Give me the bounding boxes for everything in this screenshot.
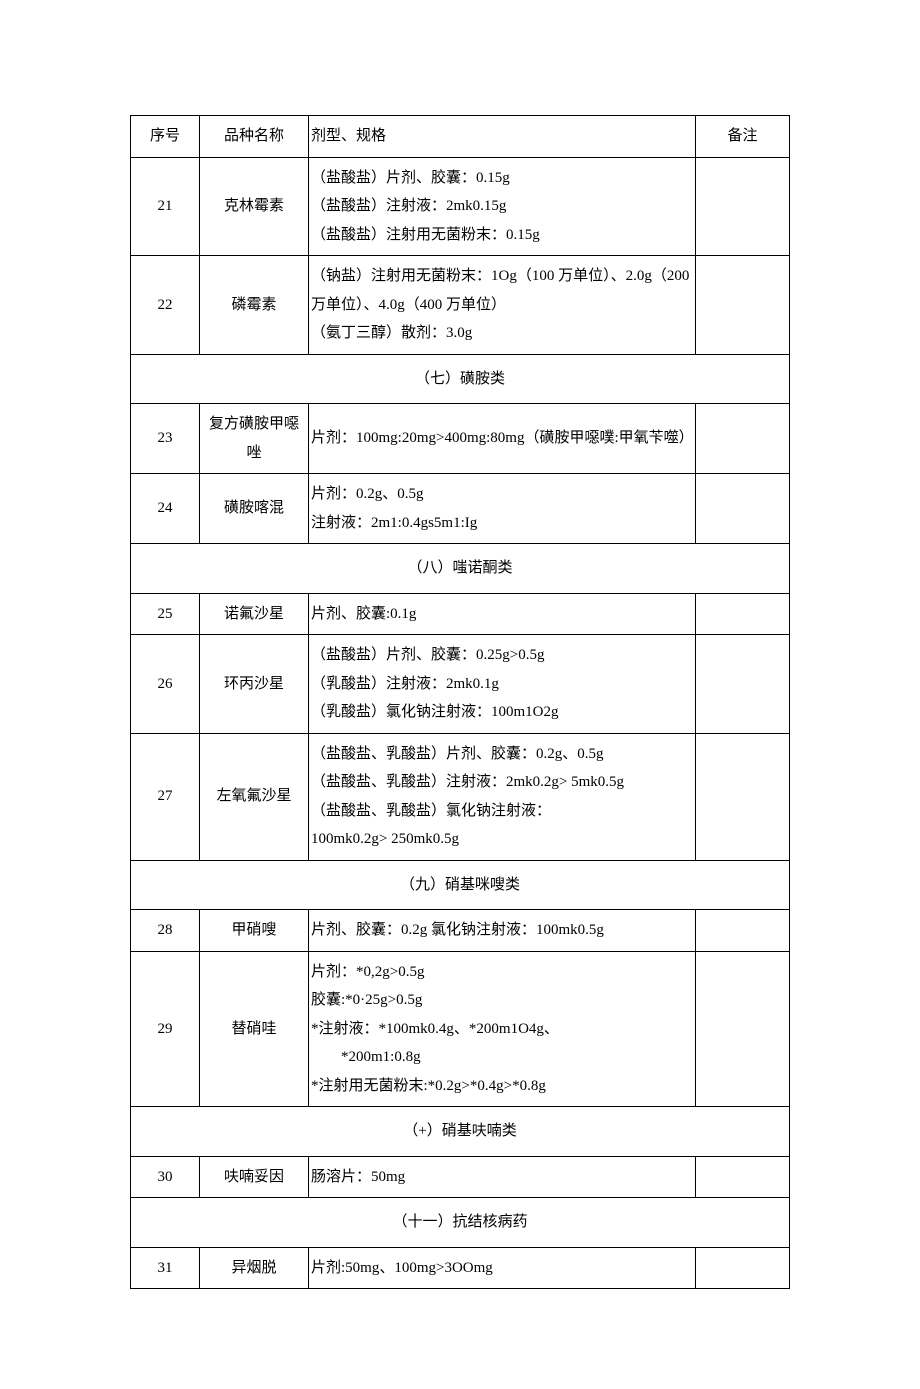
cell-seq: 27 (131, 733, 200, 860)
spec-line: 肠溶片：50mg (311, 1163, 691, 1192)
section-row: （九）硝基咪嗖类 (131, 860, 790, 910)
section-row: （十一）抗结核病药 (131, 1198, 790, 1248)
cell-name: 呋喃妥因 (200, 1156, 309, 1198)
cell-note (696, 157, 790, 256)
spec-line: *200m1:0.8g (311, 1043, 691, 1072)
spec-line: （盐酸盐）片剂、胶囊：0.25g>0.5g (311, 641, 691, 670)
cell-spec: 片剂：100mg:20mg>400mg:80mg（磺胺甲噁噗:甲氧苄噬） (309, 404, 696, 474)
cell-seq: 23 (131, 404, 200, 474)
section-label: （+）硝基呋喃类 (131, 1107, 790, 1157)
table-row: 30呋喃妥因肠溶片：50mg (131, 1156, 790, 1198)
cell-seq: 21 (131, 157, 200, 256)
table-header-row: 序号品种名称剂型、规格备注 (131, 116, 790, 158)
cell-seq: 25 (131, 593, 200, 635)
spec-line: （乳酸盐）注射液：2mk0.1g (311, 670, 691, 699)
section-label: （十一）抗结核病药 (131, 1198, 790, 1248)
header-seq: 序号 (131, 116, 200, 158)
cell-spec: 片剂:50mg、100mg>3OOmg (309, 1247, 696, 1289)
cell-note (696, 1247, 790, 1289)
cell-note (696, 474, 790, 544)
spec-line: 片剂：0.2g、0.5g (311, 480, 691, 509)
section-row: （八）嗤诺酮类 (131, 544, 790, 594)
table-row: 27左氧氟沙星（盐酸盐、乳酸盐）片剂、胶囊：0.2g、0.5g（盐酸盐、乳酸盐）… (131, 733, 790, 860)
table-row: 29替硝哇片剂：*0,2g>0.5g胶囊:*0·25g>0.5g*注射液：*10… (131, 951, 790, 1107)
spec-line: （氨丁三醇）散剂：3.0g (311, 319, 691, 348)
section-row: （七）磺胺类 (131, 354, 790, 404)
table-row: 28甲硝嗖片剂、胶囊：0.2g 氯化钠注射液：100mk0.5g (131, 910, 790, 952)
cell-spec: （盐酸盐、乳酸盐）片剂、胶囊：0.2g、0.5g（盐酸盐、乳酸盐）注射液：2mk… (309, 733, 696, 860)
spec-line: （钠盐）注射用无菌粉末：1Og（100 万单位）、2.0g（200 万单位）、4… (311, 262, 691, 319)
spec-line: （盐酸盐）片剂、胶囊：0.15g (311, 164, 691, 193)
spec-line: （盐酸盐、乳酸盐）注射液：2mk0.2g> 5mk0.5g (311, 768, 691, 797)
table-row: 25诺氟沙星片剂、胶囊:0.1g (131, 593, 790, 635)
cell-name: 磺胺喀混 (200, 474, 309, 544)
table-row: 21克林霉素（盐酸盐）片剂、胶囊：0.15g（盐酸盐）注射液：2mk0.15g（… (131, 157, 790, 256)
spec-line: 片剂、胶囊:0.1g (311, 600, 691, 629)
header-name: 品种名称 (200, 116, 309, 158)
cell-seq: 22 (131, 256, 200, 355)
cell-note (696, 733, 790, 860)
section-label: （九）硝基咪嗖类 (131, 860, 790, 910)
header-note: 备注 (696, 116, 790, 158)
drug-table: 序号品种名称剂型、规格备注21克林霉素（盐酸盐）片剂、胶囊：0.15g（盐酸盐）… (130, 115, 790, 1289)
cell-spec: （盐酸盐）片剂、胶囊：0.15g（盐酸盐）注射液：2mk0.15g（盐酸盐）注射… (309, 157, 696, 256)
section-row: （+）硝基呋喃类 (131, 1107, 790, 1157)
cell-name: 异烟脱 (200, 1247, 309, 1289)
table-row: 22磷霉素（钠盐）注射用无菌粉末：1Og（100 万单位）、2.0g（200 万… (131, 256, 790, 355)
cell-note (696, 951, 790, 1107)
cell-seq: 24 (131, 474, 200, 544)
spec-line: （盐酸盐、乳酸盐）片剂、胶囊：0.2g、0.5g (311, 740, 691, 769)
spec-line: *注射用无菌粉末:*0.2g>*0.4g>*0.8g (311, 1072, 691, 1101)
cell-spec: 片剂、胶囊:0.1g (309, 593, 696, 635)
spec-line: （乳酸盐）氯化钠注射液：100m1O2g (311, 698, 691, 727)
cell-name: 左氧氟沙星 (200, 733, 309, 860)
spec-line: （盐酸盐）注射液：2mk0.15g (311, 192, 691, 221)
spec-line: 片剂、胶囊：0.2g 氯化钠注射液：100mk0.5g (311, 916, 691, 945)
cell-note (696, 256, 790, 355)
spec-line: 片剂：*0,2g>0.5g (311, 958, 691, 987)
table-row: 24磺胺喀混片剂：0.2g、0.5g注射液：2m1:0.4gs5m1:Ig (131, 474, 790, 544)
cell-name: 环丙沙星 (200, 635, 309, 734)
spec-line: （盐酸盐、乳酸盐）氯化钠注射液： (311, 797, 691, 826)
spec-line: *注射液：*100mk0.4g、*200m1O4g、 (311, 1015, 691, 1044)
table-row: 23复方磺胺甲噁唑片剂：100mg:20mg>400mg:80mg（磺胺甲噁噗:… (131, 404, 790, 474)
cell-spec: 片剂：*0,2g>0.5g胶囊:*0·25g>0.5g*注射液：*100mk0.… (309, 951, 696, 1107)
cell-seq: 28 (131, 910, 200, 952)
cell-note (696, 635, 790, 734)
cell-seq: 29 (131, 951, 200, 1107)
spec-line: 100mk0.2g> 250mk0.5g (311, 825, 691, 854)
spec-line: 片剂：100mg:20mg>400mg:80mg（磺胺甲噁噗:甲氧苄噬） (311, 424, 691, 453)
spec-line: 胶囊:*0·25g>0.5g (311, 986, 691, 1015)
section-label: （七）磺胺类 (131, 354, 790, 404)
table-row: 26环丙沙星（盐酸盐）片剂、胶囊：0.25g>0.5g（乳酸盐）注射液：2mk0… (131, 635, 790, 734)
cell-note (696, 404, 790, 474)
cell-seq: 31 (131, 1247, 200, 1289)
cell-name: 诺氟沙星 (200, 593, 309, 635)
cell-name: 甲硝嗖 (200, 910, 309, 952)
cell-name: 替硝哇 (200, 951, 309, 1107)
cell-note (696, 910, 790, 952)
header-spec: 剂型、规格 (309, 116, 696, 158)
spec-line: 片剂:50mg、100mg>3OOmg (311, 1254, 691, 1283)
cell-note (696, 593, 790, 635)
cell-seq: 30 (131, 1156, 200, 1198)
cell-name: 复方磺胺甲噁唑 (200, 404, 309, 474)
cell-spec: 片剂：0.2g、0.5g注射液：2m1:0.4gs5m1:Ig (309, 474, 696, 544)
section-label: （八）嗤诺酮类 (131, 544, 790, 594)
spec-line: 注射液：2m1:0.4gs5m1:Ig (311, 509, 691, 538)
cell-name: 克林霉素 (200, 157, 309, 256)
cell-spec: （钠盐）注射用无菌粉末：1Og（100 万单位）、2.0g（200 万单位）、4… (309, 256, 696, 355)
spec-line: （盐酸盐）注射用无菌粉末：0.15g (311, 221, 691, 250)
cell-spec: 片剂、胶囊：0.2g 氯化钠注射液：100mk0.5g (309, 910, 696, 952)
cell-note (696, 1156, 790, 1198)
table-row: 31异烟脱片剂:50mg、100mg>3OOmg (131, 1247, 790, 1289)
cell-seq: 26 (131, 635, 200, 734)
cell-spec: 肠溶片：50mg (309, 1156, 696, 1198)
cell-spec: （盐酸盐）片剂、胶囊：0.25g>0.5g（乳酸盐）注射液：2mk0.1g（乳酸… (309, 635, 696, 734)
cell-name: 磷霉素 (200, 256, 309, 355)
